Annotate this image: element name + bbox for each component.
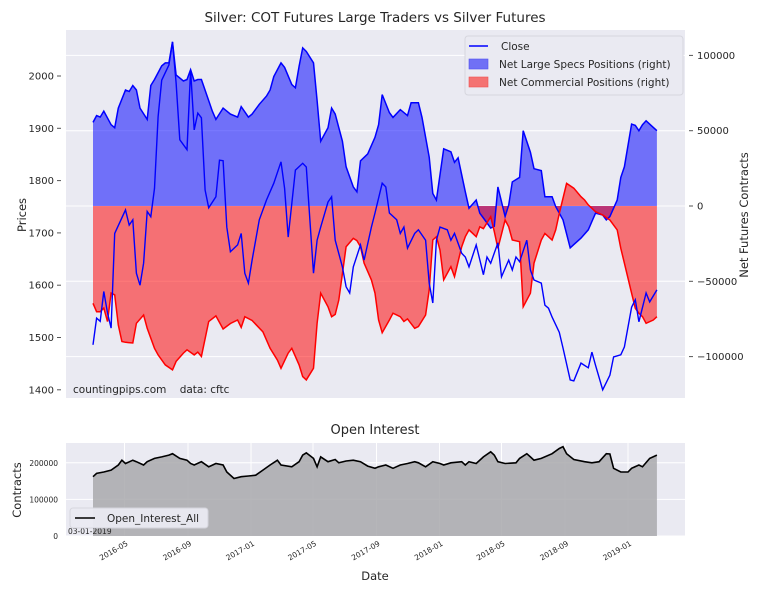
x-tick-label: 2017-09 xyxy=(350,539,382,563)
main-chart-title: Silver: COT Futures Large Traders vs Sil… xyxy=(204,10,545,26)
net-contracts-axis-label: Net Futures Contracts xyxy=(737,152,751,278)
x-tick-label: 2017-05 xyxy=(286,539,318,563)
top-series xyxy=(92,41,658,392)
y-tick-label: 1800 xyxy=(29,176,54,187)
y-right-tick-label: 0 xyxy=(697,202,703,213)
net-commercial-area xyxy=(93,183,657,380)
contracts-axis: 0 100000 200000 xyxy=(29,459,58,541)
price-axis-label: Prices xyxy=(15,198,29,232)
y-tick-label: 1700 xyxy=(29,228,54,239)
legend-frame xyxy=(464,35,684,96)
legend-frame xyxy=(69,507,209,529)
y-right-tick-label: −100000 xyxy=(697,352,744,363)
price-axis: 1400 1500 1600 1700 1800 1900 2000 xyxy=(29,72,61,396)
open-interest-area xyxy=(93,446,657,536)
date-axis-label: Date xyxy=(361,569,389,583)
y-right-tick-label: 50000 xyxy=(697,126,729,137)
y-tick-label: 200000 xyxy=(29,459,58,468)
close-price-line xyxy=(92,41,658,392)
y-tick-label: 100000 xyxy=(29,495,58,504)
x-tick-label: 2016-09 xyxy=(161,539,193,563)
legend-specs-label: Net Large Specs Positions (right) xyxy=(499,59,671,71)
legend-close-label: Close xyxy=(501,41,530,53)
top-legend: Close Net Large Specs Positions (right) … xyxy=(464,35,684,96)
x-tick-label: 2017-01 xyxy=(224,539,256,563)
net-large-specs-area xyxy=(93,41,657,248)
legend-commercial-swatch xyxy=(468,76,489,88)
y-right-tick-label: −50000 xyxy=(697,277,737,288)
legend-specs-swatch xyxy=(468,58,489,70)
x-tick-label: 2018-01 xyxy=(413,539,445,563)
net-commercial-line xyxy=(92,182,658,382)
x-tick-label: 2016-05 xyxy=(98,539,130,563)
y-right-tick-label: 100000 xyxy=(697,51,735,62)
x-tick-label: 2018-09 xyxy=(538,539,570,563)
open-interest-title: Open Interest xyxy=(331,423,420,438)
y-tick-label: 2000 xyxy=(29,72,54,83)
x-tick-label: 2019-01 xyxy=(601,539,633,563)
y-tick-label: 1500 xyxy=(29,333,54,344)
legend-commercial-label: Net Commercial Positions (right) xyxy=(499,77,669,89)
x-tick-label: 2018-05 xyxy=(475,539,507,563)
source-annotation: countingpips.com data: cftc xyxy=(73,384,230,396)
y-tick-label: 0 xyxy=(53,532,58,541)
legend-oi-label: Open_Interest_All xyxy=(107,513,199,525)
date-axis: 2016-05 2016-09 2017-01 2017-05 2017-09 2018-… xyxy=(98,539,633,563)
contracts-axis-label: Contracts xyxy=(10,462,24,517)
y-tick-label: 1400 xyxy=(29,385,54,396)
y-tick-label: 1600 xyxy=(29,281,54,292)
open-interest-plot: 03-01-2019 Open_Interest_All xyxy=(66,443,685,537)
y-tick-label: 1900 xyxy=(29,124,54,135)
open-interest-line xyxy=(92,445,658,480)
net-contracts-axis: −100000 −50000 0 50000 100000 xyxy=(689,51,744,363)
price-positions-plot: countingpips.com data: cftc Close Net La… xyxy=(66,30,685,398)
open-interest-series xyxy=(92,445,658,536)
bottom-legend: Open_Interest_All xyxy=(69,507,209,529)
date-annotation: 03-01-2019 xyxy=(68,527,112,536)
